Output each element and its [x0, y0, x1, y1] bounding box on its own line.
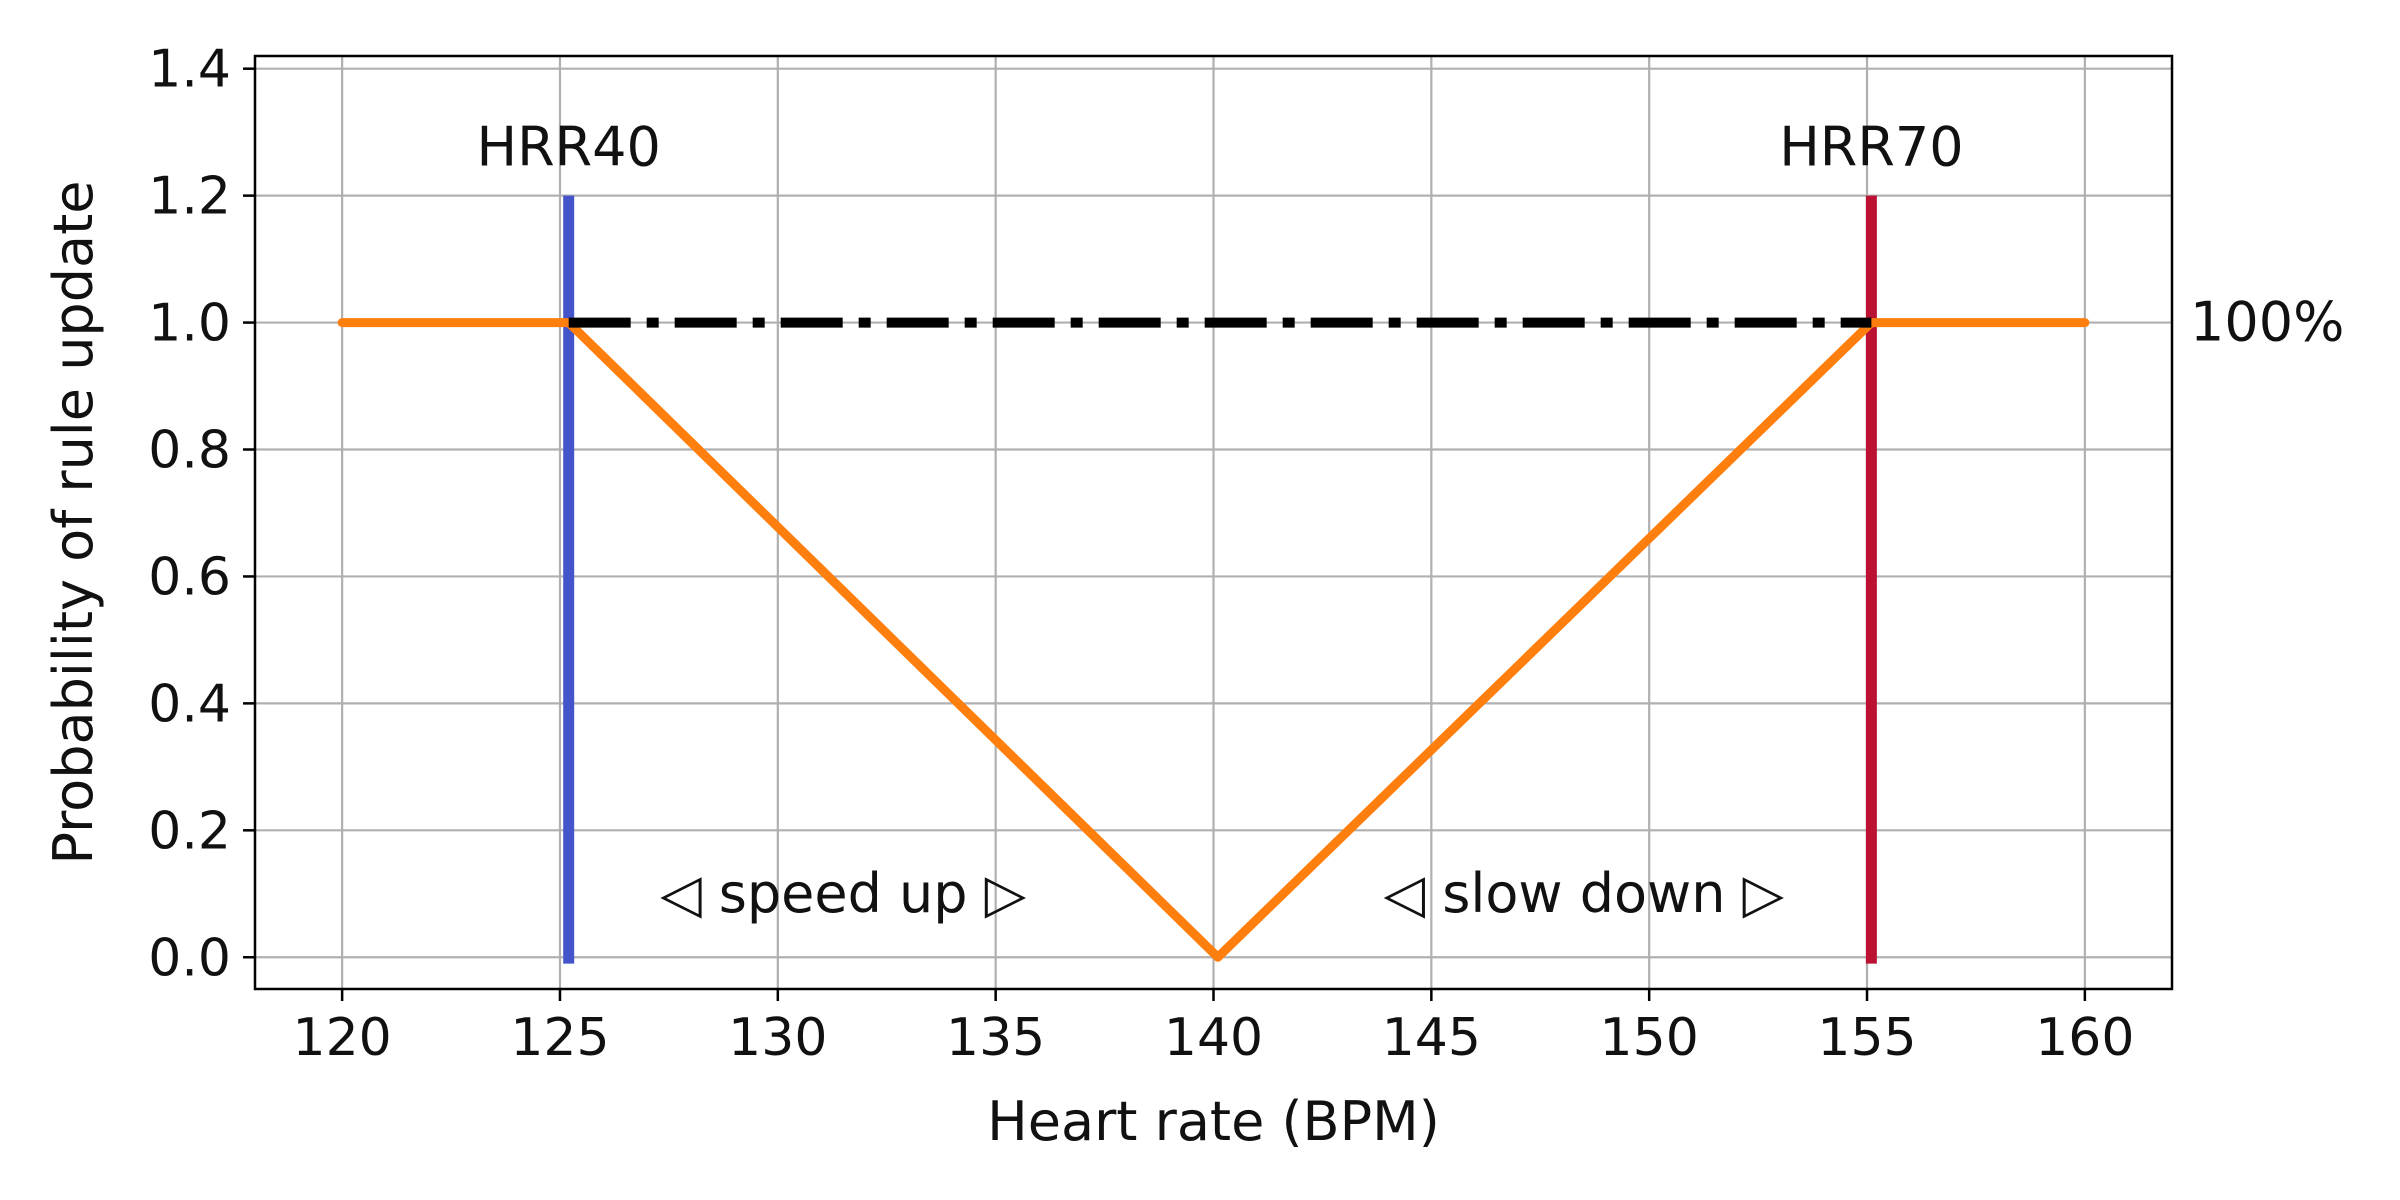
vline-label-hrr70: HRR70	[1779, 116, 1963, 179]
series-line-solid	[337, 318, 2090, 962]
grid	[255, 56, 2172, 989]
x-tick-label-155: 155	[1817, 1008, 1916, 1068]
y-tick-label-0.6: 0.6	[148, 547, 231, 607]
x-tick-label-150: 150	[1600, 1008, 1699, 1068]
y-axis-label: Probability of rule update	[42, 181, 105, 865]
ticks: 120 125 130 135 140 145 150 155 160 0.0 0.2 0.4 0.6 0…	[148, 40, 2134, 1068]
x-tick-label-140: 140	[1164, 1008, 1263, 1068]
series-layer	[337, 195, 2090, 964]
y-tick-label-0.0: 0.0	[148, 928, 231, 988]
x-axis-label: Heart rate (BPM)	[987, 1090, 1440, 1153]
y-tick-label-1.4: 1.4	[148, 40, 231, 100]
right-label-100-percent: 100%	[2190, 291, 2344, 354]
y-tick-label-0.4: 0.4	[148, 674, 231, 734]
y-tick-label-1.2: 1.2	[148, 167, 231, 227]
x-tick-label-160: 160	[2035, 1008, 2134, 1068]
y-tick-label-0.8: 0.8	[148, 421, 231, 481]
labels: HRR40 HRR70 ◁ speed up ▷ ◁ slow down ▷	[477, 116, 1964, 925]
y-tick-label-1.0: 1.0	[148, 294, 231, 354]
y-tick-label-0.2: 0.2	[148, 801, 231, 861]
annotation-slow-down: ◁ slow down ▷	[1383, 862, 1785, 925]
x-tick-label-120: 120	[293, 1008, 392, 1068]
annotation-speed-up: ◁ speed up ▷	[659, 862, 1027, 925]
x-tick-label-130: 130	[728, 1008, 827, 1068]
x-tick-label-125: 125	[510, 1008, 609, 1068]
x-tick-label-135: 135	[946, 1008, 1045, 1068]
vline-label-hrr40: HRR40	[477, 116, 661, 179]
x-tick-label-145: 145	[1382, 1008, 1481, 1068]
